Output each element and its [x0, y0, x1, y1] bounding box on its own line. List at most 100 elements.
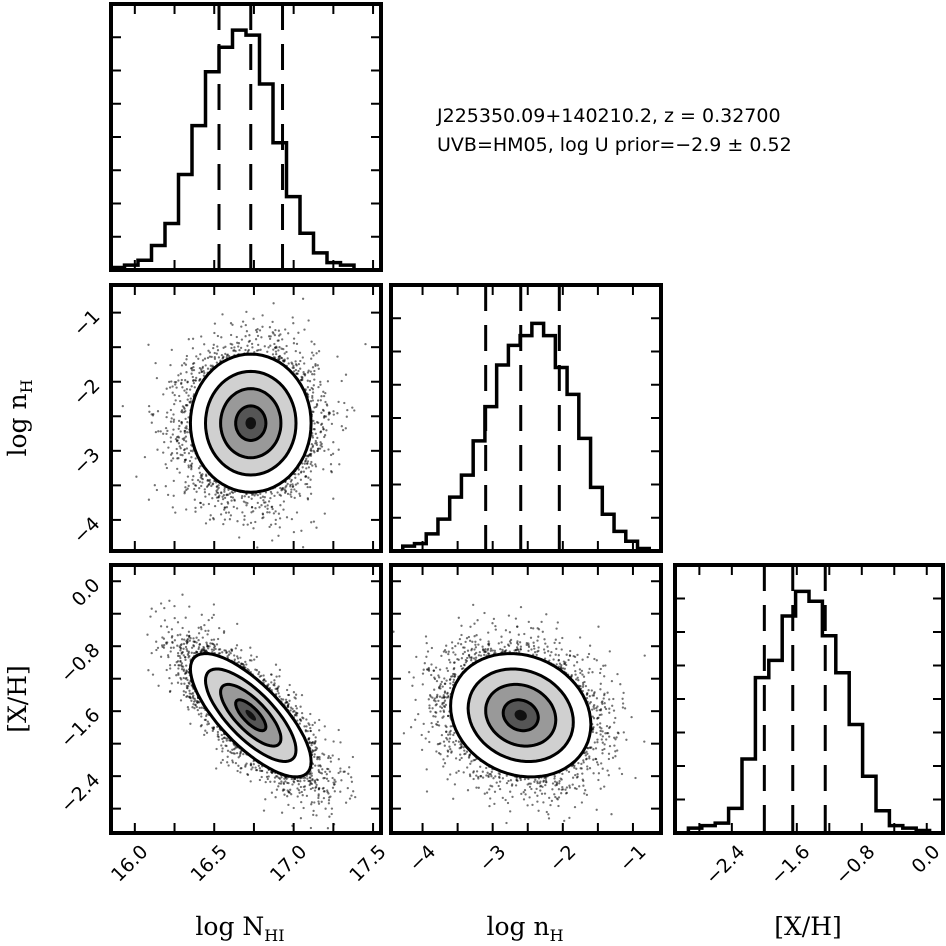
scatter-point — [315, 441, 318, 445]
scatter-point — [295, 490, 298, 493]
scatter-point — [174, 511, 177, 514]
scatter-point — [290, 517, 294, 521]
scatter-point — [181, 454, 184, 457]
scatter-point — [243, 518, 246, 521]
scatter-point — [193, 386, 196, 389]
scatter-point — [337, 448, 340, 451]
scatter-point — [233, 346, 236, 349]
scatter-point — [185, 358, 188, 361]
scatter-point — [186, 398, 189, 401]
scatter-point — [155, 376, 159, 380]
scatter-point — [244, 348, 247, 352]
scatter-point — [177, 379, 180, 382]
scatter-point — [192, 475, 195, 478]
scatter-point — [235, 507, 239, 510]
scatter-point — [307, 319, 310, 322]
scatter-point — [310, 521, 313, 524]
scatter-point — [203, 371, 206, 375]
scatter-point — [317, 350, 321, 353]
scatter-point — [344, 373, 348, 376]
scatter-point — [306, 497, 309, 500]
scatter-point — [278, 493, 281, 496]
scatter-point — [229, 322, 233, 325]
scatter-point — [255, 349, 259, 352]
scatter-point — [323, 434, 327, 437]
scatter-point — [301, 297, 305, 300]
scatter-point — [236, 341, 239, 344]
scatter-point — [317, 367, 320, 370]
scatter-point — [330, 471, 333, 474]
scatter-point — [206, 478, 210, 482]
scatter-point — [270, 505, 274, 508]
scatter-point — [199, 501, 202, 505]
scatter-point — [191, 337, 195, 340]
scatter-point — [306, 485, 309, 489]
scatter-point — [263, 501, 266, 504]
scatter-point — [204, 522, 208, 525]
scatter-point — [185, 447, 189, 450]
scatter-point — [221, 495, 224, 498]
scatter-point — [147, 343, 150, 346]
scatter-point — [180, 364, 184, 367]
scatter-point — [290, 478, 293, 482]
scatter-point — [229, 495, 233, 499]
scatter-point — [170, 417, 173, 420]
scatter-point — [294, 476, 297, 479]
scatter-point — [175, 452, 179, 455]
scatter-point — [179, 399, 182, 403]
scatter-point — [189, 449, 193, 452]
scatter-point — [278, 346, 281, 349]
scatter-point — [184, 440, 188, 443]
scatter-point — [157, 430, 160, 433]
scatter-point — [261, 513, 265, 516]
scatter-point — [278, 526, 281, 529]
scatter-point — [195, 490, 198, 493]
scatter-point — [162, 432, 165, 435]
scatter-point — [191, 450, 194, 453]
scatter-point — [286, 357, 289, 360]
scatter-point — [213, 504, 217, 508]
scatter-point — [310, 460, 313, 464]
scatter-point — [180, 382, 183, 386]
scatter-point — [148, 410, 151, 413]
scatter-point — [235, 335, 238, 339]
scatter-point — [353, 409, 356, 412]
scatter-point — [189, 397, 192, 400]
scatter-point — [183, 492, 186, 495]
scatter-point — [304, 482, 307, 486]
scatter-point — [223, 508, 226, 511]
scatter-point — [310, 340, 313, 343]
scatter-point — [320, 411, 323, 414]
scatter-point — [239, 346, 243, 350]
scatter-point — [311, 391, 315, 394]
scatter-point — [324, 391, 327, 395]
scatter-point — [228, 518, 232, 521]
scatter-point — [171, 433, 174, 436]
scatter-point — [223, 518, 227, 521]
scatter-point — [174, 399, 177, 402]
scatter-point — [180, 409, 184, 412]
scatter-point — [188, 400, 191, 404]
scatter-point — [281, 338, 284, 341]
scatter-point — [177, 427, 180, 430]
scatter-point — [210, 484, 213, 488]
scatter-point — [169, 420, 173, 423]
scatter-point — [306, 379, 309, 382]
scatter-point — [198, 366, 202, 370]
scatter-point — [215, 485, 219, 488]
scatter-point — [266, 511, 269, 514]
scatter-point — [269, 344, 272, 347]
scatter-point — [184, 363, 188, 366]
scatter-point — [312, 419, 315, 423]
scatter-point — [166, 411, 169, 414]
scatter-point — [309, 462, 312, 466]
scatter-point — [143, 455, 147, 459]
scatter-point — [285, 484, 288, 487]
scatter-point — [316, 449, 319, 453]
scatter-point — [327, 418, 330, 421]
scatter-point — [184, 458, 188, 461]
scatter-point — [261, 325, 264, 328]
scatter-point — [298, 492, 301, 495]
scatter-point — [259, 348, 262, 351]
scatter-point — [254, 520, 257, 524]
